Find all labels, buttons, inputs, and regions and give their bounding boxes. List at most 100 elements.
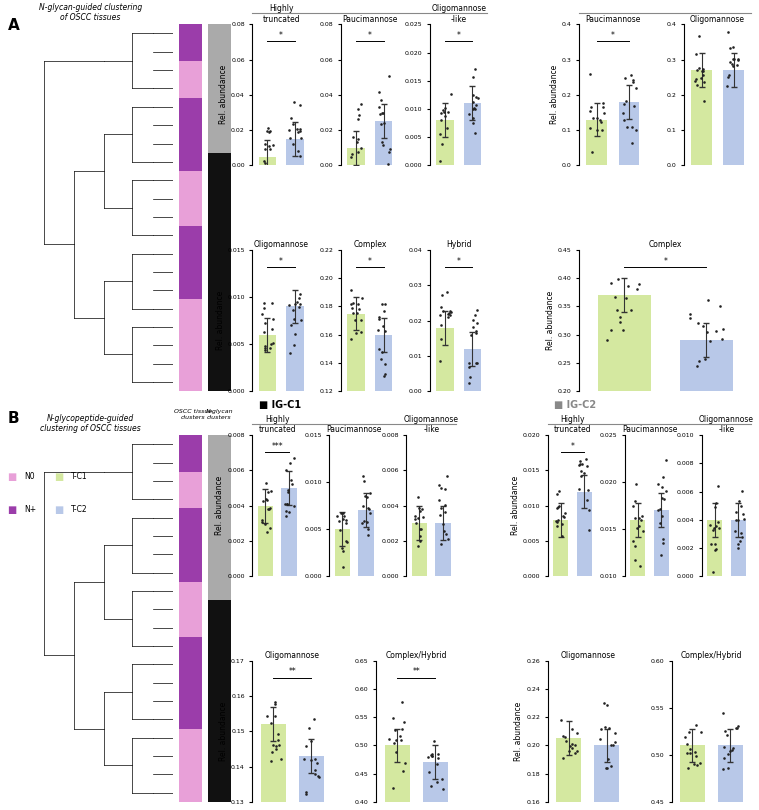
Point [627, 75, 639, 88]
Bar [630, 520, 645, 670]
Point [733, 535, 745, 548]
Point [627, 500, 639, 513]
Bar [335, 529, 350, 576]
Point [376, 346, 388, 359]
Point [376, 139, 389, 151]
Point [332, 509, 344, 522]
Point [468, 102, 480, 115]
Point [630, 82, 642, 95]
Point [395, 734, 407, 747]
Title: N-glycopeptide-guided
clustering of OSCC tissues: N-glycopeptide-guided clustering of OSCC… [40, 414, 140, 433]
Point [337, 561, 349, 573]
Bar [412, 523, 427, 576]
Point [467, 103, 479, 116]
Point [335, 507, 347, 520]
Title: Highly
truncated: Highly truncated [259, 415, 296, 434]
Point [408, 509, 420, 522]
Title: Complex: Complex [648, 241, 682, 249]
Point [443, 305, 455, 318]
Point [265, 716, 277, 729]
Point [364, 487, 376, 500]
Point [412, 491, 424, 504]
Point [347, 131, 359, 144]
Bar [436, 327, 454, 391]
Point [346, 302, 358, 315]
Point [383, 146, 395, 159]
Text: N0: N0 [24, 471, 35, 481]
Point [574, 455, 586, 468]
Point [266, 322, 278, 335]
Point [304, 753, 317, 766]
Point [282, 505, 294, 518]
Text: OSCC tissue
clusters: OSCC tissue clusters [174, 409, 212, 420]
Bar [208, 600, 231, 619]
Point [597, 124, 609, 137]
Point [357, 500, 370, 513]
Point [597, 96, 609, 109]
Point [600, 699, 613, 712]
Point [310, 757, 323, 770]
Point [556, 730, 568, 743]
Point [601, 333, 613, 346]
Point [389, 734, 402, 747]
Point [441, 122, 453, 134]
Point [373, 313, 385, 326]
Point [351, 306, 363, 319]
Point [469, 62, 481, 75]
Point [729, 722, 742, 735]
Point [256, 515, 268, 528]
Point [259, 518, 271, 531]
Bar [556, 739, 581, 810]
Point [260, 343, 272, 356]
Point [712, 516, 724, 529]
Point [704, 518, 716, 531]
Point [658, 492, 670, 505]
Point [631, 283, 644, 296]
Point [471, 316, 483, 329]
Point [445, 87, 457, 100]
Point [552, 514, 564, 526]
Point [717, 706, 729, 719]
Point [597, 107, 609, 120]
Point [436, 288, 448, 301]
Point [355, 517, 367, 530]
Point [410, 516, 422, 529]
Point [732, 53, 744, 66]
Point [690, 718, 702, 731]
Point [698, 69, 710, 82]
Bar [375, 335, 392, 561]
Point [341, 535, 353, 548]
Point [395, 723, 408, 735]
Text: ■: ■ [8, 471, 17, 482]
Bar [208, 300, 231, 318]
Point [617, 323, 629, 336]
Point [657, 509, 669, 522]
Point [337, 513, 349, 526]
Point [609, 291, 622, 304]
Point [262, 486, 274, 499]
Point [378, 369, 390, 382]
Bar [208, 262, 231, 281]
Title: Oligomannose: Oligomannose [560, 651, 616, 660]
Point [340, 516, 352, 529]
Point [598, 721, 610, 734]
Point [683, 726, 695, 739]
Point [470, 356, 482, 369]
Text: *: * [571, 441, 575, 450]
Bar [464, 349, 481, 391]
Point [259, 341, 271, 354]
Point [263, 342, 276, 355]
Point [263, 162, 275, 175]
Point [697, 62, 709, 75]
Point [690, 749, 702, 762]
Bar [587, 120, 607, 165]
Point [435, 537, 447, 550]
Point [587, 111, 599, 124]
Point [260, 477, 272, 490]
Bar [259, 335, 276, 391]
Point [591, 123, 603, 136]
Point [345, 333, 357, 346]
Point [660, 484, 672, 497]
Point [551, 515, 563, 528]
Point [722, 761, 734, 774]
